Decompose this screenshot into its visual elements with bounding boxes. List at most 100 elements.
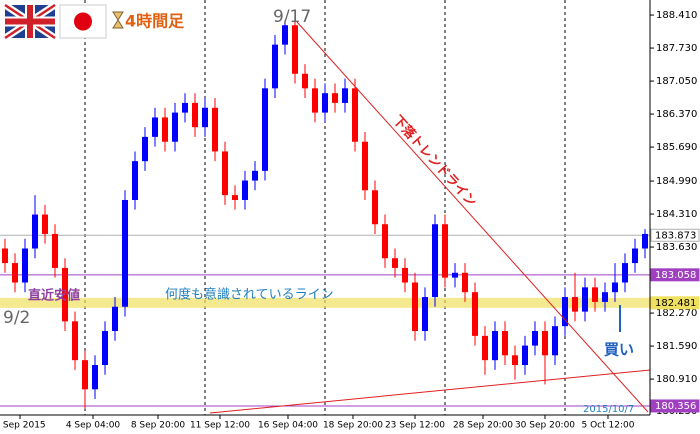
x-tick-label: 11 Sep 12:00 — [190, 421, 250, 431]
body — [152, 117, 158, 137]
body — [282, 25, 288, 45]
x-tick-label: 5 Oct 12:00 — [582, 421, 635, 431]
body — [252, 170, 258, 181]
buy-note: 買い — [604, 341, 634, 359]
body — [132, 161, 138, 200]
body — [502, 331, 508, 356]
body — [532, 331, 538, 346]
x-tick-label: 18 Sep 20:00 — [323, 421, 383, 431]
body — [22, 248, 28, 283]
candles — [2, 20, 648, 409]
price-label: 180.356 — [655, 401, 696, 412]
body — [222, 151, 228, 196]
body — [382, 224, 388, 259]
body — [342, 88, 348, 103]
y-tick-label: 182.270 — [656, 308, 697, 319]
axis-labels: 188.410 187.730 187.050 186.370 185.690 184.9… — [0, 10, 700, 431]
x-tick-label: 8 Sep 20:00 — [131, 421, 186, 431]
body — [592, 287, 598, 302]
peak-label: 9/17 — [273, 7, 311, 27]
price-label-bg — [650, 268, 700, 282]
down-trendline — [296, 21, 649, 413]
body — [292, 25, 298, 74]
x-tick-label: 28 Sep 20:00 — [453, 421, 513, 431]
body — [512, 355, 518, 366]
price-label-bg — [650, 399, 700, 413]
x-tick-label: 4 Sep 04:00 — [66, 421, 121, 431]
body — [172, 112, 178, 142]
body — [62, 267, 68, 322]
body — [182, 102, 188, 113]
body — [52, 233, 58, 268]
line-note: 何度も意識されているライン — [165, 287, 334, 303]
body — [232, 195, 238, 200]
y-tick-label: 183.630 — [656, 242, 697, 253]
body — [212, 107, 218, 152]
body — [112, 306, 118, 332]
x-tick-label: 30 Sep 20:00 — [515, 421, 575, 431]
price-label: 183.058 — [655, 270, 696, 281]
x-tick-label: 16 Sep 04:00 — [258, 421, 318, 431]
body — [102, 331, 108, 366]
low-label: 9/2 — [3, 308, 30, 328]
jp-flag — [59, 4, 107, 39]
body — [622, 263, 628, 283]
price-label-bg — [650, 296, 700, 310]
x-tick-label: 1 Sep 2015 — [0, 421, 46, 431]
body — [642, 233, 648, 249]
y-tick-label: 185.690 — [656, 142, 697, 153]
body — [32, 214, 38, 249]
body — [142, 136, 148, 162]
body — [442, 224, 448, 278]
body — [602, 292, 608, 302]
body — [242, 180, 248, 200]
body — [122, 199, 128, 307]
body — [372, 190, 378, 225]
price-label: 183.873 — [655, 230, 696, 241]
x-tick-label: 23 Sep 12:00 — [385, 421, 445, 431]
body — [312, 88, 318, 113]
body — [352, 88, 358, 142]
body — [2, 248, 8, 264]
body — [72, 321, 78, 361]
body — [552, 326, 558, 356]
body — [572, 297, 578, 312]
y-tick-label: 188.410 — [656, 10, 697, 21]
body — [612, 282, 618, 293]
body — [162, 117, 168, 142]
y-tick-label: 187.050 — [656, 76, 697, 87]
hourglass-icon — [112, 11, 124, 29]
body — [432, 224, 438, 298]
body — [332, 93, 338, 103]
body — [582, 287, 588, 312]
body — [42, 214, 48, 234]
body — [452, 272, 458, 278]
body — [412, 282, 418, 332]
date-note: 2015/10/7 — [583, 404, 634, 415]
hlines — [0, 234, 650, 407]
y-tick-label: 184.990 — [656, 176, 697, 187]
y-tick-label: 181.590 — [656, 341, 697, 352]
body — [202, 107, 208, 128]
y-tick-label: 186.370 — [656, 109, 697, 120]
body — [422, 297, 428, 332]
body — [82, 360, 88, 390]
body — [272, 44, 278, 89]
price-label-bg — [650, 228, 700, 242]
y-tick-label: 180.910 — [656, 374, 697, 385]
body — [322, 93, 328, 113]
body — [392, 258, 398, 268]
body — [562, 297, 568, 327]
body — [482, 335, 488, 361]
body — [262, 88, 268, 171]
body — [302, 73, 308, 89]
body — [402, 267, 408, 283]
body — [462, 272, 468, 293]
body — [362, 141, 368, 191]
body — [632, 248, 638, 264]
body — [92, 365, 98, 390]
body — [492, 331, 498, 361]
uk-flag — [3, 2, 57, 41]
